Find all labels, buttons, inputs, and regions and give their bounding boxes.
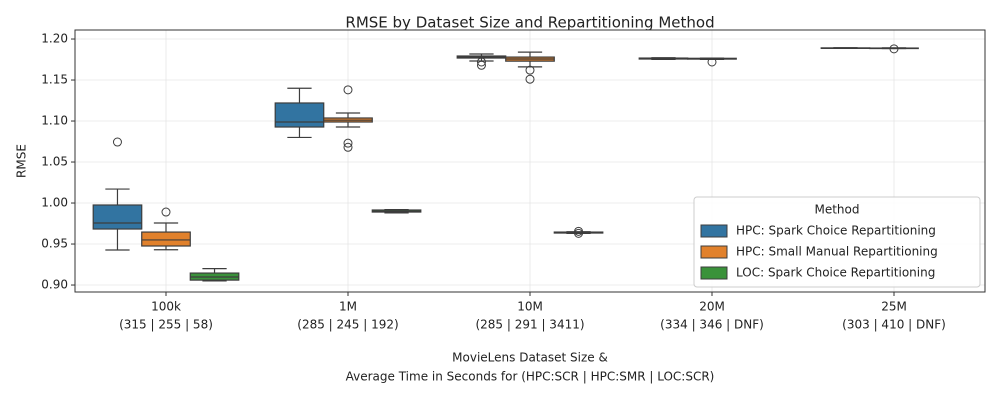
x-tick-sublabel: (285 | 245 | 192) — [297, 318, 398, 332]
y-axis-label: RMSE — [15, 144, 29, 178]
box — [869, 44, 919, 54]
box — [638, 57, 689, 60]
box — [505, 51, 555, 84]
flier — [574, 228, 584, 238]
legend-frame — [693, 196, 981, 288]
flier — [525, 74, 535, 84]
box — [456, 53, 507, 70]
box — [274, 87, 325, 139]
y-tick-label: 1.00 — [41, 196, 68, 210]
flier — [707, 57, 717, 67]
x-tick-label: 25M — [881, 300, 907, 314]
box — [323, 85, 373, 152]
flier — [343, 138, 353, 148]
legend-label: HPC: Spark Choice Repartitioning — [736, 224, 936, 238]
y-tick-label: 1.05 — [41, 155, 68, 169]
box — [189, 268, 240, 282]
box-body — [92, 204, 143, 230]
y-tick-label: 0.90 — [41, 278, 68, 292]
x-tick-label: 20M — [699, 300, 725, 314]
y-tick-label: 1.15 — [41, 73, 68, 87]
flier — [525, 65, 535, 75]
x-tick-label: 10M — [517, 300, 543, 314]
flier — [343, 85, 353, 95]
chart-title: RMSE by Dataset Size and Repartitioning … — [345, 14, 714, 32]
box — [371, 208, 422, 214]
x-tick-label: 100k — [151, 300, 181, 314]
y-tick-label: 1.20 — [41, 32, 68, 46]
box — [92, 137, 143, 251]
flier — [161, 207, 171, 217]
flier — [343, 142, 353, 152]
box — [553, 226, 604, 238]
flier — [112, 137, 122, 147]
legend: Method HPC: Spark Choice Repartitioning HP… — [693, 196, 981, 288]
plot-frame — [74, 29, 986, 293]
legend-title: Method — [814, 203, 859, 217]
x-tick-sublabel: (285 | 291 | 3411) — [475, 318, 584, 332]
x-axis-label: MovieLens Dataset Size & — [452, 351, 608, 365]
box — [687, 57, 737, 67]
box-body — [274, 102, 325, 128]
legend-swatch — [700, 224, 728, 238]
y-tick-label: 0.95 — [41, 237, 68, 251]
x-tick-sublabel: (303 | 410 | DNF) — [842, 318, 946, 332]
x-tick-label: 1M — [339, 300, 357, 314]
flier — [476, 60, 486, 70]
box-body — [141, 231, 191, 247]
y-tick-label: 1.10 — [41, 114, 68, 128]
box — [820, 47, 871, 49]
legend-label: LOC: Spark Choice Repartitioning — [736, 266, 935, 280]
box — [141, 207, 191, 251]
legend-swatch — [700, 245, 728, 259]
x-axis-label: Average Time in Seconds for (HPC:SCR | H… — [346, 370, 715, 384]
flier — [476, 57, 486, 67]
x-tick-sublabel: (315 | 255 | 58) — [119, 318, 213, 332]
legend-swatch — [700, 266, 728, 280]
flier — [889, 44, 899, 54]
legend-label: HPC: Small Manual Repartitioning — [736, 245, 938, 259]
x-tick-sublabel: (334 | 346 | DNF) — [660, 318, 764, 332]
